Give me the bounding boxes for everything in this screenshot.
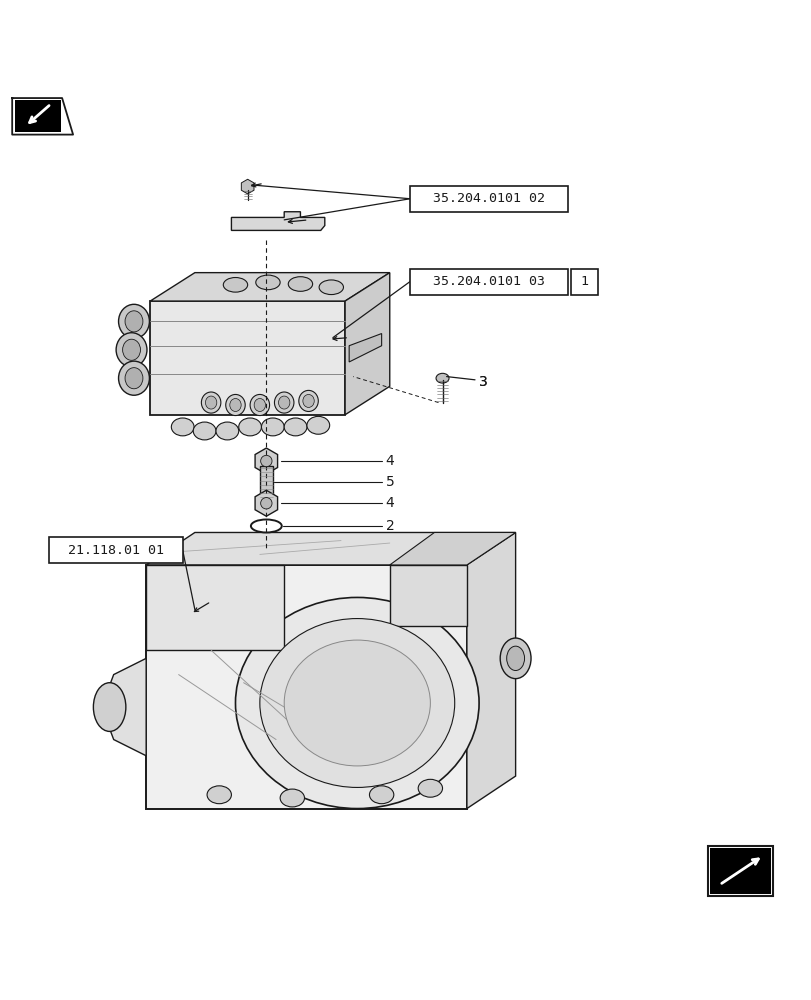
Ellipse shape <box>280 789 304 807</box>
Ellipse shape <box>193 422 216 440</box>
Ellipse shape <box>274 392 294 413</box>
Ellipse shape <box>235 597 478 809</box>
Ellipse shape <box>500 638 530 679</box>
Ellipse shape <box>303 394 314 407</box>
Polygon shape <box>466 532 515 809</box>
Text: 3: 3 <box>478 375 487 389</box>
Text: 21.118.01 01: 21.118.01 01 <box>67 544 164 557</box>
Ellipse shape <box>319 280 343 295</box>
Polygon shape <box>101 658 146 756</box>
Ellipse shape <box>254 398 265 411</box>
Ellipse shape <box>125 311 143 332</box>
Ellipse shape <box>238 418 261 436</box>
Polygon shape <box>389 532 515 565</box>
Polygon shape <box>15 100 61 132</box>
Text: 2: 2 <box>385 519 394 533</box>
Ellipse shape <box>288 277 312 291</box>
Ellipse shape <box>122 339 140 360</box>
Text: 5: 5 <box>385 475 394 489</box>
Ellipse shape <box>216 422 238 440</box>
Text: 35.204.0101 02: 35.204.0101 02 <box>433 192 544 205</box>
Ellipse shape <box>284 418 307 436</box>
Ellipse shape <box>298 390 318 411</box>
Polygon shape <box>150 273 389 301</box>
FancyBboxPatch shape <box>260 466 272 498</box>
Polygon shape <box>710 848 770 894</box>
Ellipse shape <box>506 646 524 671</box>
Ellipse shape <box>223 278 247 292</box>
FancyBboxPatch shape <box>707 846 772 896</box>
Ellipse shape <box>171 418 194 436</box>
Polygon shape <box>146 565 466 809</box>
Ellipse shape <box>201 392 221 413</box>
Ellipse shape <box>230 398 241 411</box>
Ellipse shape <box>93 683 126 731</box>
Ellipse shape <box>284 640 430 766</box>
Ellipse shape <box>307 416 329 434</box>
Polygon shape <box>345 273 389 415</box>
Ellipse shape <box>205 396 217 409</box>
Ellipse shape <box>255 275 280 290</box>
Text: 4: 4 <box>385 496 394 510</box>
Ellipse shape <box>418 779 442 797</box>
FancyBboxPatch shape <box>570 269 597 295</box>
Polygon shape <box>146 532 515 565</box>
Text: 1: 1 <box>580 275 587 288</box>
Text: 35.204.0101 03: 35.204.0101 03 <box>433 275 544 288</box>
Text: 4: 4 <box>385 454 394 468</box>
FancyBboxPatch shape <box>410 269 568 295</box>
Ellipse shape <box>250 394 269 416</box>
Polygon shape <box>349 334 381 362</box>
Ellipse shape <box>261 418 284 436</box>
Circle shape <box>260 455 272 467</box>
Polygon shape <box>231 212 324 230</box>
Ellipse shape <box>118 304 149 338</box>
Ellipse shape <box>436 373 448 383</box>
Polygon shape <box>146 565 284 650</box>
Ellipse shape <box>251 519 281 532</box>
Text: 3: 3 <box>478 375 487 389</box>
FancyBboxPatch shape <box>49 537 182 563</box>
Ellipse shape <box>225 394 245 416</box>
Ellipse shape <box>125 368 143 389</box>
Polygon shape <box>389 565 466 626</box>
Ellipse shape <box>116 333 147 367</box>
FancyBboxPatch shape <box>410 186 568 212</box>
Ellipse shape <box>278 396 290 409</box>
Polygon shape <box>150 301 345 415</box>
Circle shape <box>260 498 272 509</box>
Ellipse shape <box>369 786 393 804</box>
Ellipse shape <box>118 361 149 395</box>
Ellipse shape <box>207 786 231 804</box>
Ellipse shape <box>260 619 454 787</box>
